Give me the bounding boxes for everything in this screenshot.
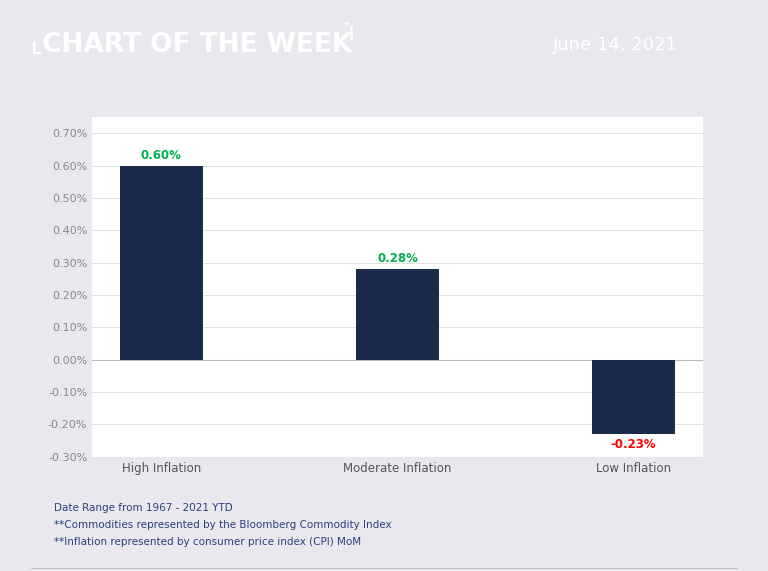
- Bar: [120, 166, 203, 360]
- Text: June 14, 2021: June 14, 2021: [553, 36, 678, 54]
- Bar: [356, 269, 439, 360]
- Text: Date Range from 1967 - 2021 YTD
**Commodities represented by the Bloomberg Commo: Date Range from 1967 - 2021 YTD **Commod…: [54, 502, 392, 547]
- Text: 0.28%: 0.28%: [377, 252, 418, 266]
- Text: 0.60%: 0.60%: [141, 148, 182, 162]
- Bar: [592, 360, 675, 434]
- Text: L: L: [31, 41, 41, 58]
- Text: -0.23%: -0.23%: [611, 438, 657, 451]
- Text: CHART OF THE WEEK: CHART OF THE WEEK: [42, 32, 353, 58]
